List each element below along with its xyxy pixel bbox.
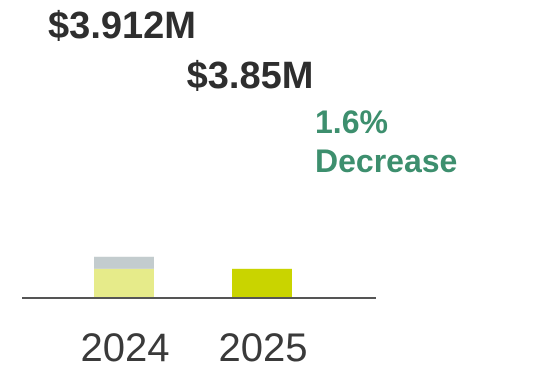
bars-group (94, 256, 292, 298)
value-label-2024: $3.912M (48, 5, 196, 47)
bar-2024 (94, 268, 154, 298)
value-label-2025: $3.85M (187, 55, 314, 97)
x-tick-label-2024: 2024 (81, 326, 170, 370)
bar-2025 (232, 268, 292, 298)
bar-2024-difference-segment (94, 256, 154, 269)
change-direction-annotation: Decrease (315, 143, 457, 179)
x-tick-label-2025: 2025 (219, 326, 308, 370)
change-percent-annotation: 1.6% (315, 104, 388, 140)
